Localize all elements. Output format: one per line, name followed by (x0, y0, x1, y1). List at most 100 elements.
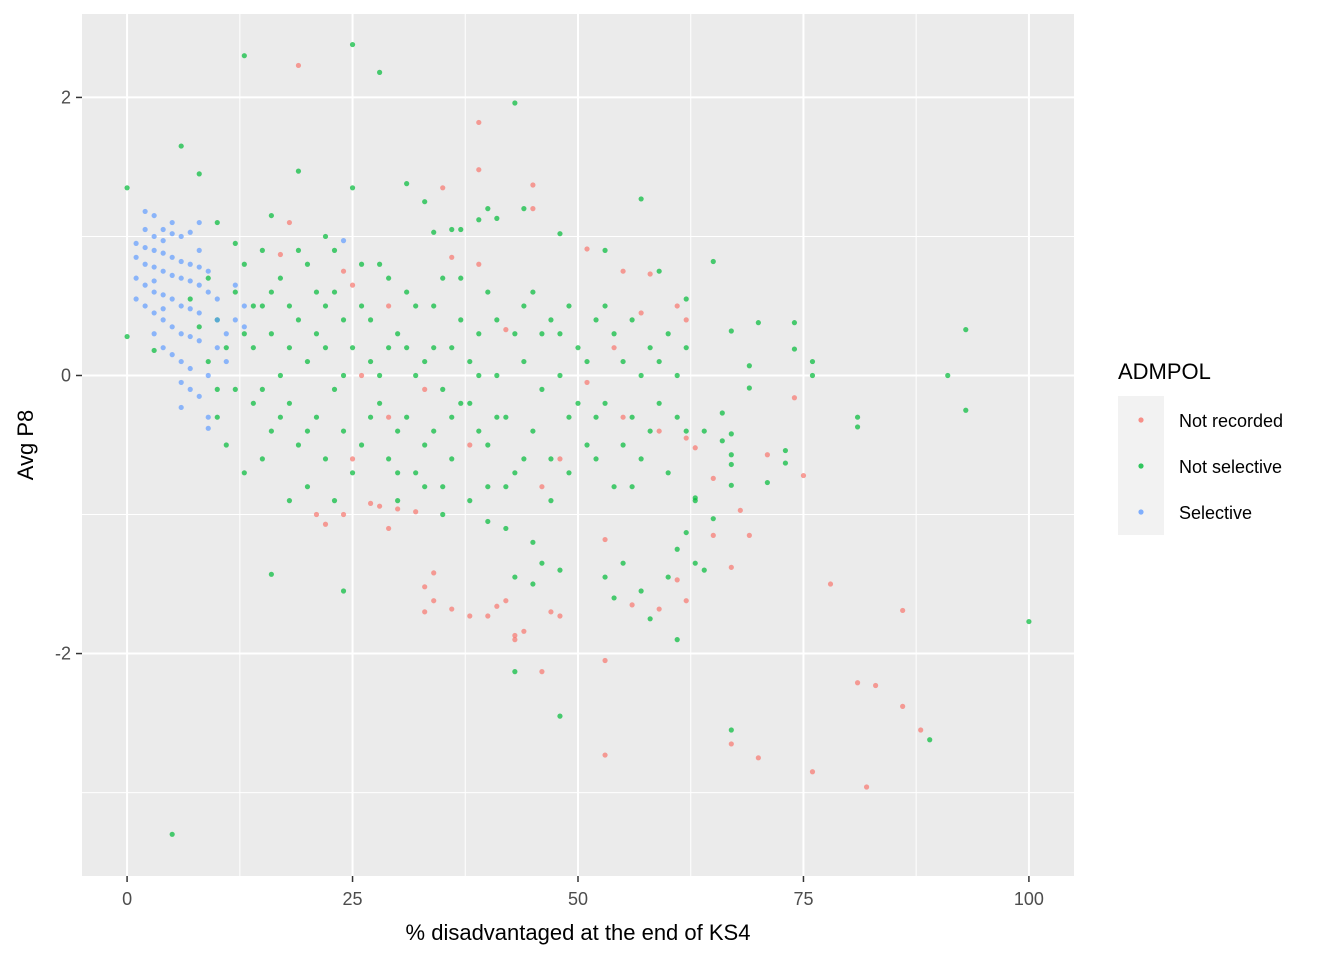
point-not-selective (250, 345, 256, 351)
point-not-selective (458, 275, 464, 281)
point-not-selective (214, 219, 220, 226)
point-not-selective (214, 414, 220, 420)
point-not-selective (322, 456, 329, 462)
point-not-selective (647, 616, 653, 622)
major-gridlines (82, 14, 1074, 876)
point-not-selective (548, 317, 554, 323)
point-selective (151, 233, 157, 240)
point-not-recorded (728, 741, 734, 747)
point-not-selective (331, 289, 338, 295)
point-not-recorded (467, 442, 473, 448)
point-not-selective (386, 275, 392, 281)
point-not-selective (512, 470, 518, 476)
point-not-recorded (449, 254, 455, 260)
point-not-selective (377, 400, 383, 406)
point-not-selective (485, 484, 491, 490)
point-selective (196, 264, 202, 270)
point-not-selective (205, 358, 211, 365)
point-not-selective (250, 400, 256, 406)
point-not-recorded (512, 637, 518, 643)
point-not-selective (755, 320, 761, 326)
point-not-selective (728, 461, 734, 468)
point-selective (160, 268, 166, 274)
point-not-selective (963, 327, 969, 333)
point-not-recorded (800, 472, 807, 479)
point-not-selective (367, 414, 374, 420)
point-selective (169, 219, 175, 226)
point-not-selective (854, 414, 861, 420)
legend-label-selective: Selective (1179, 503, 1252, 523)
point-not-recorded (386, 303, 392, 309)
point-not-selective (476, 331, 482, 337)
point-not-recorded (900, 607, 906, 614)
point-selective (232, 317, 238, 323)
point-not-selective (638, 588, 644, 594)
point-not-recorded (764, 452, 770, 458)
point-not-selective (404, 289, 410, 295)
point-not-recorded (557, 613, 563, 619)
point-not-selective (575, 345, 581, 351)
point-not-selective (494, 215, 500, 221)
point-not-selective (268, 212, 274, 219)
point-not-selective (638, 456, 644, 462)
point-not-selective (485, 518, 491, 525)
point-not-selective (340, 372, 347, 379)
point-not-selective (440, 386, 446, 392)
point-not-selective (386, 456, 392, 462)
point-selective (187, 261, 193, 267)
point-selective (187, 306, 193, 312)
y-tick-label: -2 (55, 644, 71, 664)
point-not-selective (602, 303, 608, 309)
point-not-recorded (584, 246, 590, 252)
point-not-selective (422, 442, 428, 448)
point-not-selective (331, 386, 338, 392)
point-selective (169, 296, 175, 302)
point-not-selective (710, 516, 716, 522)
point-not-selective (340, 428, 347, 434)
legend-label-not-recorded: Not recorded (1179, 411, 1283, 431)
point-selective (142, 261, 148, 267)
point-selective (187, 365, 193, 372)
point-not-selective (322, 303, 329, 309)
point-selective (151, 247, 157, 253)
point-not-selective (503, 525, 509, 532)
point-selective (169, 254, 175, 260)
point-selective (133, 296, 139, 302)
point-not-selective (395, 428, 401, 434)
point-selective (142, 226, 148, 233)
point-not-selective (395, 331, 401, 337)
point-not-selective (530, 428, 536, 434)
point-not-recorded (395, 506, 401, 512)
point-not-selective (313, 289, 320, 295)
point-not-selective (431, 303, 437, 309)
point-selective (205, 414, 211, 420)
point-not-selective (503, 484, 509, 490)
point-not-selective (322, 233, 329, 240)
point-not-selective (367, 317, 374, 323)
point-not-recorded (620, 414, 626, 420)
point-not-selective (521, 206, 527, 212)
point-not-selective (719, 410, 725, 416)
point-selective (178, 303, 184, 309)
point-not-selective (521, 303, 527, 309)
point-not-selective (629, 317, 635, 323)
x-tick-label: 100 (1014, 889, 1044, 909)
point-not-selective (1026, 618, 1032, 625)
point-not-selective (440, 511, 446, 518)
point-not-selective (476, 217, 482, 223)
point-not-selective (440, 484, 446, 490)
point-not-selective (422, 199, 428, 205)
point-not-selective (187, 296, 193, 302)
point-not-recorded (377, 503, 383, 509)
point-selective (160, 317, 166, 323)
point-not-selective (395, 470, 401, 476)
point-not-selective (241, 331, 247, 337)
point-not-recorded (710, 532, 716, 538)
point-not-selective (431, 345, 437, 351)
point-not-selective (963, 407, 969, 413)
point-not-selective (692, 498, 698, 504)
point-not-selective (449, 456, 455, 462)
point-not-selective (629, 414, 635, 420)
point-not-selective (683, 529, 689, 536)
point-not-selective (476, 372, 482, 379)
